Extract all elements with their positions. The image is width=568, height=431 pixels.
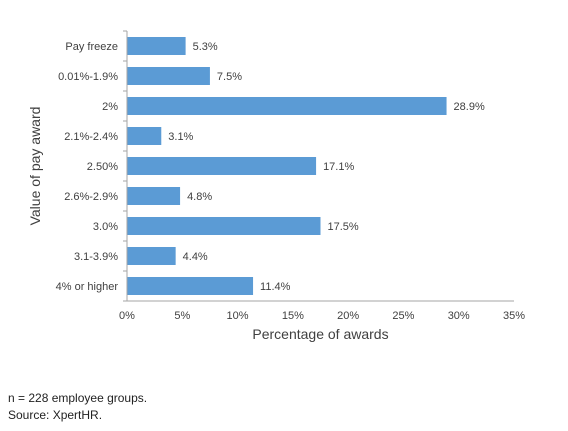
x-tick-label: 30% [448,310,470,322]
bar [127,67,210,85]
x-tick-label: 35% [503,310,525,322]
bar-value-label: 17.5% [328,221,359,233]
category-label: 3.0% [93,221,118,233]
category-label: 2.50% [87,161,118,173]
chart-notes: n = 228 employee groups. Source: XpertHR… [8,390,147,424]
bar [127,127,162,145]
bar [127,217,321,235]
bar-value-label: 4.4% [183,251,208,263]
x-axis: 0% 5% 10% 15% 20% 25% 30% 35% [119,300,525,322]
bar-value-label: 5.3% [193,41,218,53]
bar [127,37,186,55]
y-axis-title: Value of pay award [27,107,43,226]
bar-chart: 5.3% 7.5% 28.9% 3.1% 17.1% 4.8% 17.5% 4.4% 11.4%… [27,30,525,342]
bar-value-label: 11.4% [260,281,291,293]
x-tick-label: 10% [227,310,249,322]
category-label: 3.1-3.9% [74,251,118,263]
bars-group [127,37,447,295]
category-labels-group: Pay freeze 0.01%-1.9% 2% 2.1%-2.4% 2.50% 2.6%… [56,30,127,302]
bar [127,277,254,295]
x-tick-label: 0% [119,310,135,322]
bar-value-label: 4.8% [187,191,212,203]
bar [127,247,176,265]
sample-size-note: n = 228 employee groups. [8,391,148,405]
x-tick-label: 15% [282,310,304,322]
bar-value-label: 7.5% [217,71,242,83]
x-axis-title: Percentage of awards [252,326,388,342]
bar-value-label: 17.1% [323,161,354,173]
bar [127,187,181,205]
value-labels-group: 5.3% 7.5% 28.9% 3.1% 17.1% 4.8% 17.5% 4.4% 11.4% [168,41,485,293]
category-label: 2% [102,101,118,113]
category-label: 0.01%-1.9% [58,71,118,83]
category-label: 2.1%-2.4% [64,131,118,143]
category-label: Pay freeze [65,41,118,53]
category-label: 2.6%-2.9% [64,191,118,203]
bar-value-label: 3.1% [168,131,193,143]
x-tick-label: 5% [174,310,190,322]
source-note: Source: XpertHR. [8,408,103,422]
bar [127,157,317,175]
x-tick-label: 25% [392,310,414,322]
category-label: 4% or higher [56,281,119,293]
bar-value-label: 28.9% [454,101,485,113]
bar [127,97,447,115]
x-tick-label: 20% [337,310,359,322]
